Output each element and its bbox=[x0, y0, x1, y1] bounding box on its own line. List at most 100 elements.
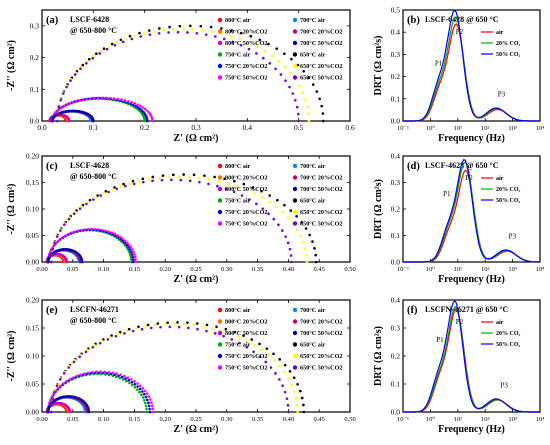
y-tick-label: 0.3 bbox=[30, 21, 40, 30]
x-tick-label: 0.5 bbox=[294, 123, 304, 132]
data-point bbox=[143, 107, 147, 111]
data-point bbox=[281, 210, 284, 214]
data-point bbox=[109, 372, 113, 376]
peak-label-p1: P1 bbox=[435, 60, 443, 68]
data-point bbox=[255, 45, 259, 48]
data-point bbox=[268, 194, 271, 197]
data-point bbox=[121, 40, 125, 44]
data-point bbox=[278, 364, 281, 368]
data-point bbox=[139, 104, 142, 108]
data-point bbox=[182, 173, 185, 176]
data-point bbox=[147, 395, 151, 398]
data-point bbox=[79, 373, 82, 377]
data-point bbox=[129, 258, 133, 261]
legend-label: 650°C air bbox=[300, 52, 326, 59]
data-point bbox=[115, 372, 119, 375]
legend-label: 50% CO₂ bbox=[496, 198, 521, 204]
data-point bbox=[144, 395, 148, 399]
data-point bbox=[150, 404, 154, 407]
legend-marker bbox=[292, 319, 298, 324]
data-point bbox=[107, 45, 111, 48]
data-point bbox=[68, 410, 72, 414]
legend-label: 650°C air bbox=[300, 198, 326, 205]
y-tick-label: 0.3 bbox=[391, 324, 401, 333]
data-point bbox=[107, 373, 111, 377]
legend-marker bbox=[292, 63, 298, 69]
data-point bbox=[295, 215, 298, 218]
data-point bbox=[101, 96, 104, 100]
data-point bbox=[284, 235, 287, 238]
data-point bbox=[133, 380, 136, 383]
data-point bbox=[145, 392, 149, 395]
data-point bbox=[209, 25, 213, 29]
data-point bbox=[294, 396, 298, 400]
data-point bbox=[307, 76, 311, 80]
data-point bbox=[141, 396, 145, 399]
data-point bbox=[299, 234, 302, 238]
data-point bbox=[67, 217, 71, 221]
data-point bbox=[277, 223, 280, 227]
data-point bbox=[211, 30, 214, 33]
legend-marker bbox=[217, 365, 223, 370]
drt-panel-5: 10⁻¹ 10⁰ 10¹ 10² 10³ 10⁴ 0.0 0.1 0.2 0.3 0.4 DRT (Ω… bbox=[373, 296, 545, 436]
data-point bbox=[144, 404, 148, 408]
data-point bbox=[262, 56, 265, 60]
data-point bbox=[177, 325, 181, 329]
data-point bbox=[230, 29, 233, 32]
x-tick-label: 10² bbox=[481, 416, 490, 423]
data-point bbox=[151, 119, 154, 123]
legend-marker bbox=[217, 209, 223, 215]
y-tick-label: 0.1 bbox=[391, 231, 401, 240]
data-point bbox=[150, 401, 153, 404]
data-point bbox=[146, 398, 149, 402]
data-point bbox=[229, 34, 233, 38]
data-point bbox=[264, 360, 268, 364]
legend-label: 750°C air bbox=[225, 342, 251, 349]
data-point bbox=[125, 379, 128, 383]
data-point bbox=[137, 325, 140, 329]
data-point bbox=[132, 182, 136, 186]
data-point bbox=[198, 180, 201, 184]
data-point bbox=[119, 237, 123, 241]
data-point bbox=[260, 348, 263, 352]
data-point bbox=[186, 31, 189, 34]
data-point bbox=[55, 235, 59, 238]
data-point bbox=[138, 387, 142, 391]
legend-marker bbox=[292, 209, 298, 215]
data-point bbox=[239, 31, 243, 35]
peak-label-p1: P1 bbox=[443, 190, 451, 198]
data-point bbox=[113, 43, 117, 47]
data-point bbox=[129, 378, 133, 381]
data-point bbox=[195, 31, 199, 35]
legend-marker bbox=[217, 17, 223, 23]
legend-marker bbox=[292, 186, 298, 192]
data-point bbox=[134, 260, 137, 264]
data-point bbox=[153, 323, 157, 327]
data-point bbox=[277, 59, 281, 63]
data-point bbox=[120, 98, 123, 101]
data-point bbox=[288, 85, 291, 89]
chart-title: LSCFN-46271 bbox=[70, 305, 119, 314]
legend-label: 750°C 50%CO2 bbox=[225, 221, 268, 228]
data-point bbox=[151, 410, 155, 414]
data-point bbox=[143, 389, 147, 393]
x-tick-label: 0.45 bbox=[314, 416, 325, 423]
data-point bbox=[138, 31, 141, 35]
panel-label: (c) bbox=[46, 161, 58, 172]
legend-label: 700°C air bbox=[300, 307, 326, 314]
data-point bbox=[136, 106, 140, 109]
data-point bbox=[222, 37, 226, 41]
x-tick-label: 0.35 bbox=[252, 266, 263, 273]
legend-label: 750°C 50%CO2 bbox=[225, 365, 268, 372]
data-point bbox=[127, 378, 131, 382]
data-point bbox=[197, 176, 201, 180]
data-point bbox=[279, 73, 283, 76]
legend-label: 700°C 20%CO2 bbox=[300, 175, 343, 182]
data-point bbox=[307, 112, 310, 116]
data-point bbox=[182, 323, 186, 326]
data-point bbox=[64, 234, 68, 237]
x-tick-label: 0.35 bbox=[252, 416, 263, 423]
y-axis-label: -Z'' (Ω cm²) bbox=[6, 184, 17, 235]
x-tick-label: 0.30 bbox=[221, 416, 232, 423]
data-point bbox=[311, 240, 314, 243]
